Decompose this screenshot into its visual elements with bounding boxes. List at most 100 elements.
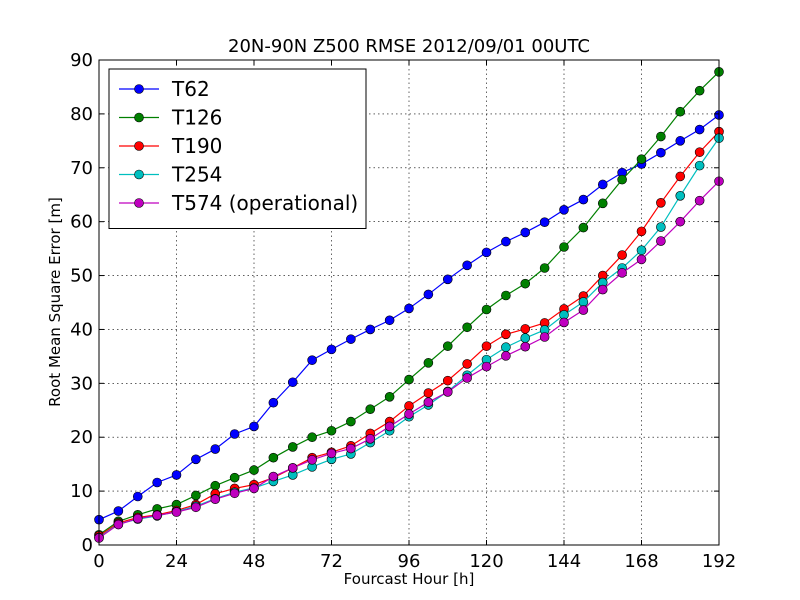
y-tick-label: 70 <box>70 158 93 179</box>
axis-ticks: 0 24 48 72 96 120 144 168 192 0 10 20 30 40 50 60 70 80 90 <box>70 50 736 572</box>
y-tick-label: 40 <box>70 319 93 340</box>
data-point <box>307 455 317 465</box>
series-group <box>94 67 724 543</box>
data-point <box>384 392 395 402</box>
data-point <box>326 344 337 355</box>
data-point <box>617 174 627 185</box>
data-point <box>365 404 376 415</box>
data-point <box>597 179 608 190</box>
data-point <box>229 429 240 439</box>
data-point <box>326 448 337 459</box>
data-point <box>384 421 395 432</box>
data-point <box>501 236 511 247</box>
data-point <box>578 222 589 233</box>
data-point <box>132 491 143 502</box>
data-point <box>249 483 259 494</box>
x-tick-label: 168 <box>624 551 658 572</box>
data-point <box>191 502 201 513</box>
data-point <box>249 421 259 432</box>
x-axis-title: Fourcast Hour [h] <box>344 570 475 588</box>
data-point <box>656 236 666 246</box>
data-point <box>462 373 472 383</box>
x-tick-label: 0 <box>93 551 104 572</box>
data-point <box>113 506 124 516</box>
legend-label: T126 <box>171 106 222 130</box>
legend-marker <box>134 112 144 123</box>
data-point <box>559 205 569 215</box>
data-point <box>694 85 705 96</box>
x-tick-label: 96 <box>398 551 421 572</box>
data-point <box>268 397 279 408</box>
data-point <box>365 324 376 335</box>
data-point <box>597 284 608 295</box>
data-point <box>559 242 569 252</box>
data-point <box>249 465 259 475</box>
data-point <box>268 471 279 482</box>
data-point <box>404 303 414 314</box>
data-point <box>210 480 221 491</box>
data-point <box>462 359 472 369</box>
data-point <box>617 250 627 260</box>
data-point <box>501 342 511 353</box>
legend-marker <box>134 169 144 180</box>
data-point <box>229 488 240 499</box>
data-point <box>404 409 414 419</box>
data-point <box>520 278 531 289</box>
legend-frame <box>108 68 367 229</box>
legend-marker <box>134 141 144 151</box>
data-point <box>191 490 201 501</box>
x-tick-label: 192 <box>702 551 736 572</box>
data-point <box>423 397 434 407</box>
data-point <box>694 147 705 157</box>
data-point <box>481 247 492 258</box>
data-point <box>694 160 705 171</box>
data-point <box>423 289 434 300</box>
data-point <box>636 154 647 164</box>
x-tick-label: 24 <box>165 551 188 572</box>
data-point <box>307 432 317 443</box>
data-point <box>132 513 143 524</box>
data-point <box>152 510 162 521</box>
data-point <box>539 332 550 342</box>
data-point <box>287 442 298 452</box>
legend-entry: T254 <box>119 163 222 187</box>
legend-label: T62 <box>171 77 210 101</box>
data-point <box>307 355 317 365</box>
legend: T62 T126 T190 T254 T574 (operational) <box>108 68 367 229</box>
data-point <box>578 305 589 315</box>
data-point <box>287 463 298 473</box>
legend-label: T254 <box>171 163 222 187</box>
data-point <box>501 351 511 361</box>
y-tick-label: 60 <box>70 212 93 233</box>
data-point <box>210 444 221 454</box>
data-point <box>152 477 162 488</box>
x-tick-label: 48 <box>243 551 266 572</box>
data-point <box>462 260 472 271</box>
data-point <box>656 198 666 208</box>
legend-label: T190 <box>171 134 222 158</box>
legend-entry: T574 (operational) <box>119 191 358 215</box>
data-point <box>229 472 240 483</box>
data-point <box>268 452 279 463</box>
series-5 <box>94 176 724 543</box>
data-point <box>384 315 395 326</box>
y-tick-label: 30 <box>70 373 93 394</box>
y-axis-title: Root Mean Square Error [m] <box>46 197 64 407</box>
legend-marker <box>134 198 144 208</box>
x-tick-label: 72 <box>320 551 343 572</box>
data-point <box>326 425 337 436</box>
x-tick-label: 120 <box>469 551 503 572</box>
y-tick-label: 80 <box>70 104 93 125</box>
data-point <box>694 124 705 135</box>
data-point <box>520 341 531 352</box>
data-point <box>675 171 686 182</box>
data-point <box>656 131 666 142</box>
data-point <box>442 341 453 351</box>
legend-marker <box>134 84 144 94</box>
chart-title: 20N-90N Z500 RMSE 2012/09/01 00UTC <box>228 36 590 57</box>
data-point <box>346 443 356 454</box>
data-point <box>442 387 453 397</box>
data-point <box>481 361 492 372</box>
data-point <box>694 195 705 206</box>
data-point <box>597 198 608 209</box>
